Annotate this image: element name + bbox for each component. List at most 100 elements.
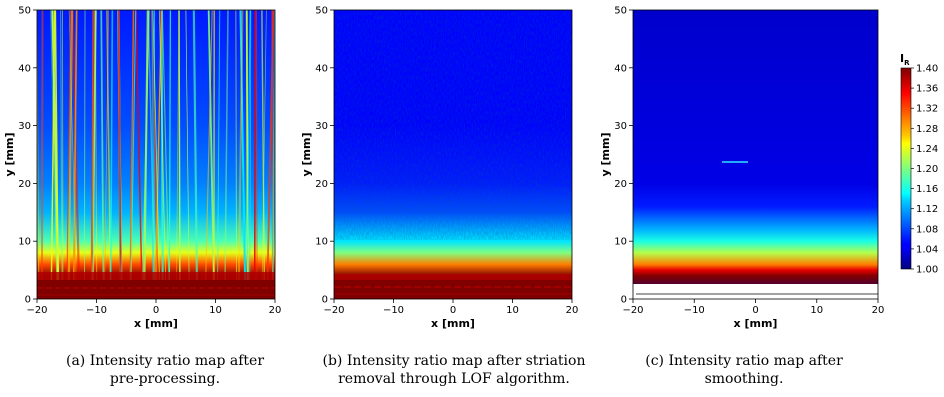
y-axis-label: y [mm] bbox=[599, 133, 612, 177]
striation bbox=[130, 10, 137, 281]
striation bbox=[68, 10, 77, 281]
striation bbox=[158, 10, 167, 281]
axes-c: −20 −10 0 10 20 0 10 20 30 40 50 x [mm] y [mm] bbox=[599, 6, 884, 331]
y-tick-label: 40 bbox=[315, 63, 328, 74]
striation bbox=[261, 10, 267, 281]
y-tick-label: 0 bbox=[25, 295, 31, 306]
y-tick-label: 50 bbox=[18, 6, 31, 17]
x-axis-label: x [mm] bbox=[134, 317, 178, 330]
colorbar-tick-label: 1.04 bbox=[916, 244, 938, 255]
colorbar-bar bbox=[900, 67, 912, 270]
heatmap-c bbox=[633, 10, 878, 299]
y-tick-label: 20 bbox=[614, 179, 627, 190]
y-tick-label: 10 bbox=[315, 237, 328, 248]
striation bbox=[135, 10, 143, 281]
y-axis-label: y [mm] bbox=[300, 133, 313, 177]
x-tick-label: 0 bbox=[153, 305, 159, 316]
y-tick-label: 0 bbox=[621, 295, 627, 306]
x-tick-label: 10 bbox=[209, 305, 222, 316]
caption-a-line2: pre-processing. bbox=[109, 371, 221, 387]
striation bbox=[94, 10, 98, 281]
x-tick-label: 20 bbox=[566, 305, 579, 316]
y-tick-label: 10 bbox=[18, 237, 31, 248]
striation bbox=[178, 10, 181, 281]
axes-b: −20 −10 0 10 20 0 10 20 30 40 50 x [mm] y [mm] bbox=[300, 6, 578, 331]
striation bbox=[249, 10, 252, 281]
striation bbox=[217, 10, 221, 281]
y-tick-label: 30 bbox=[614, 121, 627, 132]
x-tick-label: −20 bbox=[26, 305, 47, 316]
striation bbox=[245, 10, 249, 281]
caption-b-line2: removal through LOF algorithm. bbox=[338, 371, 570, 387]
colorbar-ticks: 1.40 1.36 1.32 1.28 1.24 1.20 1.16 1.12 1.08 1.04… bbox=[911, 64, 938, 276]
noise-overlay-b bbox=[334, 10, 572, 240]
x-tick-label: −20 bbox=[323, 305, 344, 316]
x-axis-label: x [mm] bbox=[431, 317, 475, 330]
striation bbox=[192, 10, 198, 281]
y-tick-label: 20 bbox=[18, 179, 31, 190]
colorbar-tick-label: 1.36 bbox=[916, 84, 938, 95]
striation bbox=[151, 10, 154, 281]
x-tick-label: −20 bbox=[622, 305, 643, 316]
colorbar-tick-label: 1.16 bbox=[916, 184, 938, 195]
colorbar-tick-label: 1.08 bbox=[916, 224, 938, 235]
y-tick-label: 30 bbox=[18, 121, 31, 132]
y-tick-label: 10 bbox=[614, 237, 627, 248]
striation bbox=[271, 10, 275, 281]
colorbar-tick-label: 1.28 bbox=[916, 124, 938, 135]
x-tick-label: −10 bbox=[86, 305, 107, 316]
caption-a-line1: (a) Intensity ratio map after bbox=[65, 353, 265, 369]
striation bbox=[72, 10, 78, 281]
blank-band bbox=[633, 284, 878, 299]
colorbar-tick-label: 1.24 bbox=[916, 144, 938, 155]
striation bbox=[235, 10, 238, 281]
y-tick-label: 40 bbox=[614, 63, 627, 74]
colorbar-tick-label: 1.20 bbox=[916, 164, 938, 175]
striation bbox=[239, 10, 247, 281]
axes-a: −20 −10 0 10 20 0 10 20 30 40 50 x [mm] y [mm] bbox=[3, 6, 281, 331]
caption-c-line2: smoothing. bbox=[704, 371, 784, 387]
striation bbox=[224, 10, 229, 281]
high-band bbox=[334, 274, 572, 280]
striation bbox=[67, 10, 74, 281]
striation bbox=[129, 10, 135, 281]
x-axis-label: x [mm] bbox=[734, 317, 778, 330]
y-tick-label: 50 bbox=[315, 6, 328, 17]
striation bbox=[54, 10, 59, 281]
striation bbox=[237, 10, 244, 281]
striation bbox=[255, 10, 258, 281]
figure: −20 −10 0 10 20 0 10 20 30 40 50 x [mm] y [mm] −20 −1… bbox=[3, 6, 938, 331]
x-tick-label: −10 bbox=[684, 305, 705, 316]
striations-a bbox=[37, 10, 275, 296]
panel-b: −20 −10 0 10 20 0 10 20 30 40 50 x [mm] y [mm] bbox=[300, 6, 578, 331]
x-tick-label: 10 bbox=[506, 305, 519, 316]
detail-b bbox=[334, 274, 572, 295]
colorbar-tick-label: 1.32 bbox=[916, 104, 938, 115]
striation bbox=[261, 10, 266, 281]
y-tick-label: 30 bbox=[315, 121, 328, 132]
striation bbox=[161, 10, 170, 281]
x-tick-label: −10 bbox=[383, 305, 404, 316]
colorbar: IR 1.401.361.321.281.241.201.161.121.081… bbox=[900, 52, 938, 276]
striation bbox=[168, 10, 171, 281]
striation bbox=[90, 10, 95, 281]
striation bbox=[246, 10, 251, 281]
x-tick-label: 0 bbox=[752, 305, 758, 316]
colorbar-label: IR bbox=[900, 52, 910, 67]
striation bbox=[253, 10, 257, 281]
striation bbox=[41, 10, 44, 281]
striation bbox=[207, 10, 215, 281]
striation bbox=[185, 10, 190, 281]
striation bbox=[109, 10, 114, 281]
caption-b-line1: (b) Intensity ratio map after striation bbox=[322, 353, 586, 369]
striation bbox=[117, 10, 122, 281]
caption-b: (b) Intensity ratio map after striation … bbox=[309, 352, 599, 388]
striation bbox=[205, 10, 213, 281]
y-tick-label: 40 bbox=[18, 63, 31, 74]
striation bbox=[176, 10, 180, 281]
striation bbox=[60, 10, 63, 281]
x-tick-label: 20 bbox=[872, 305, 885, 316]
detail-c bbox=[633, 161, 878, 299]
artifact bbox=[722, 161, 748, 163]
y-axis-label: y [mm] bbox=[3, 133, 16, 177]
